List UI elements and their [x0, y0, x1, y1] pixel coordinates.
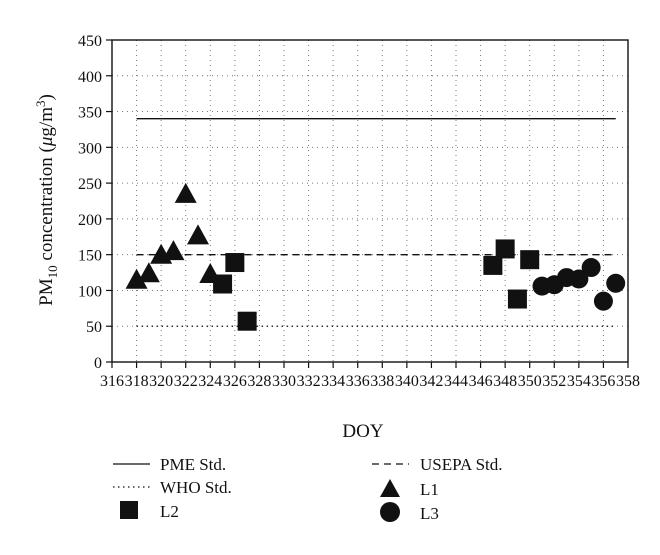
x-tick-label: 324 — [198, 373, 222, 390]
x-tick-label: 350 — [518, 373, 542, 390]
legend-item-l3: L3 — [380, 502, 439, 523]
x-tick-label: 342 — [419, 373, 443, 390]
y-axis-title: PM10 concentration (μg/m3) — [33, 94, 60, 306]
x-tick-label: 316 — [100, 373, 124, 390]
point-l2 — [520, 250, 540, 270]
x-tick-label: 326 — [223, 373, 247, 390]
legend-label-l2: L2 — [160, 502, 179, 521]
legend-item-l1: L1 — [380, 479, 439, 499]
point-l1 — [187, 224, 209, 245]
point-l2 — [213, 274, 233, 294]
legend-swatch-l1 — [380, 479, 400, 497]
x-tick-label: 338 — [370, 373, 394, 390]
x-tick-label: 346 — [469, 373, 493, 390]
x-tick-label: 358 — [616, 373, 640, 390]
point-l2 — [483, 255, 503, 275]
y-tick-label: 100 — [78, 283, 102, 300]
point-l3 — [593, 291, 613, 311]
point-l2 — [495, 239, 515, 259]
y-tick-label: 450 — [78, 33, 102, 50]
legend-swatch-l2 — [120, 501, 138, 519]
legend-label-l1: L1 — [420, 480, 439, 499]
point-l3 — [606, 273, 626, 293]
point-l1 — [162, 240, 185, 261]
x-tick-label: 352 — [542, 373, 566, 390]
data-marks — [125, 182, 626, 331]
x-tick-label: 354 — [567, 373, 591, 390]
x-tick-label: 322 — [174, 373, 198, 390]
legend-item-who: WHO Std. — [113, 478, 232, 497]
legend-item-pme: PME Std. — [113, 455, 226, 474]
y-tick-label: 400 — [78, 69, 102, 86]
y-tick-label: 50 — [86, 319, 102, 336]
x-tick-label: 334 — [321, 373, 345, 390]
point-l2 — [237, 311, 257, 331]
x-tick-label: 344 — [444, 373, 468, 390]
x-tick-label: 332 — [297, 373, 321, 390]
y-tick-label: 300 — [78, 140, 102, 157]
x-tick-label: 336 — [346, 373, 370, 390]
legend-label-who: WHO Std. — [160, 478, 232, 497]
x-tick-label: 348 — [493, 373, 517, 390]
grid — [112, 40, 628, 362]
axes: 316 318 320 322 324 326 328 330 332 334 336 338 340 3… — [78, 33, 640, 390]
legend: PME Std. WHO Std. L2 USEPA Std. L1 L3 — [113, 455, 503, 523]
y-tick-label: 200 — [78, 212, 102, 229]
x-tick-label: 330 — [272, 373, 296, 390]
point-l3 — [581, 258, 601, 278]
y-tick-label: 0 — [94, 355, 102, 372]
y-tick-label: 250 — [78, 176, 102, 193]
plot-frame — [111, 39, 629, 363]
point-l1 — [137, 262, 160, 283]
point-l1 — [125, 268, 148, 289]
legend-item-l2: L2 — [120, 501, 179, 521]
legend-label-l3: L3 — [420, 504, 439, 523]
x-tick-label: 320 — [149, 373, 173, 390]
point-l2 — [225, 253, 245, 273]
y-tick-label: 150 — [78, 248, 102, 265]
x-tick-label: 328 — [247, 373, 271, 390]
x-axis-title: DOY — [342, 421, 383, 442]
x-tick-label: 340 — [395, 373, 419, 390]
x-tick-label: 318 — [125, 373, 149, 390]
legend-item-usepa: USEPA Std. — [372, 455, 503, 474]
legend-swatch-l3 — [380, 502, 400, 522]
x-tick-label: 356 — [591, 373, 615, 390]
y-tick-label: 350 — [78, 105, 102, 122]
point-l1 — [174, 182, 197, 203]
point-l3 — [569, 269, 589, 289]
legend-label-usepa: USEPA Std. — [420, 455, 503, 474]
point-l2 — [507, 289, 527, 309]
legend-label-pme: PME Std. — [160, 455, 226, 474]
